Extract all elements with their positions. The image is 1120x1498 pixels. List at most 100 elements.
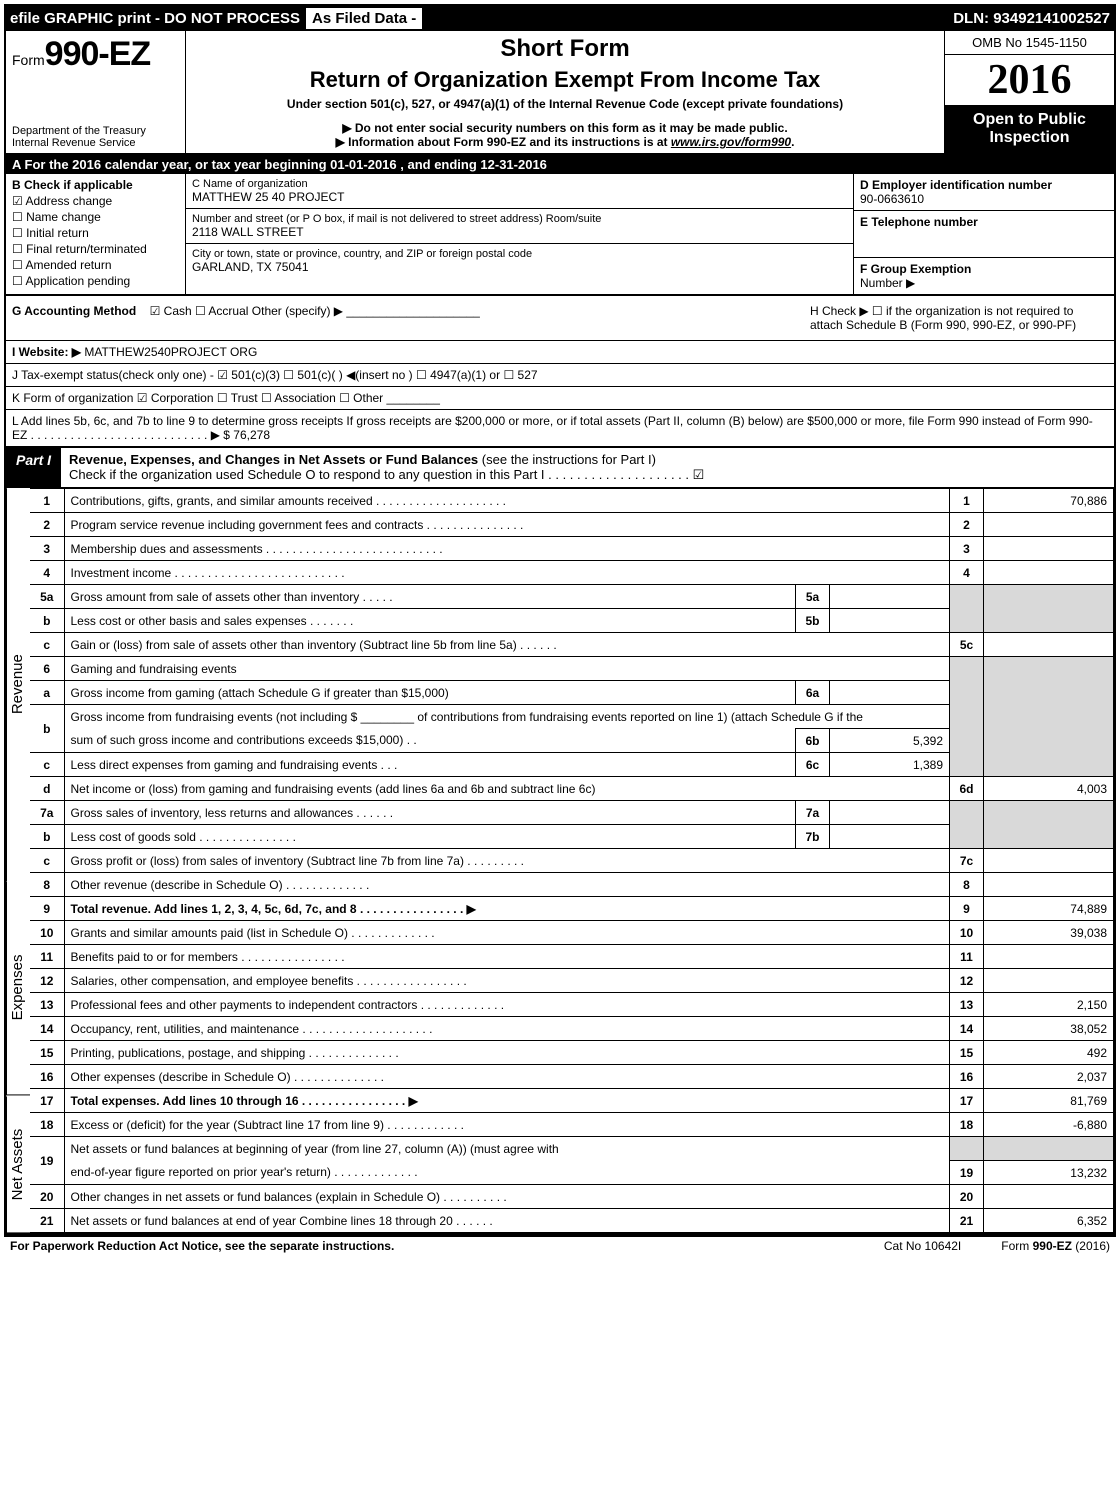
dept-treasury: Department of the Treasury <box>12 125 179 137</box>
org-street-value: 2118 WALL STREET <box>192 225 847 239</box>
org-name-value: MATTHEW 25 40 PROJECT <box>192 190 847 204</box>
bullet-ssn: ▶ Do not enter social security numbers o… <box>194 121 936 135</box>
org-city-label: City or town, state or province, country… <box>192 248 847 260</box>
section-h[interactable]: H Check ▶ ☐ if the organization is not r… <box>804 296 1114 340</box>
chk-name-change[interactable]: Name change <box>12 210 179 224</box>
line-12: 12Salaries, other compensation, and empl… <box>30 969 1114 993</box>
footer-left: For Paperwork Reduction Act Notice, see … <box>10 1239 844 1253</box>
section-f: F Group Exemption Number ▶ <box>854 258 1114 294</box>
vertical-labels: Revenue Expenses Net Assets <box>6 488 30 1233</box>
sections-bcdef: B Check if applicable Address change Nam… <box>6 174 1114 296</box>
vlabel-netassets: Net Assets <box>6 1096 30 1233</box>
bullet-info-post: . <box>791 135 794 149</box>
efile-label: efile GRAPHIC print - DO NOT PROCESS <box>10 10 300 27</box>
header: Form990-EZ Department of the Treasury In… <box>6 31 1114 155</box>
section-l: L Add lines 5b, 6c, and 7b to line 9 to … <box>6 410 1114 446</box>
part-i-header: Part I Revenue, Expenses, and Changes in… <box>6 446 1114 488</box>
section-l-amount: 76,278 <box>233 428 270 442</box>
chk-final-return[interactable]: Final return/terminated <box>12 242 179 256</box>
return-title: Return of Organization Exempt From Incom… <box>194 67 936 93</box>
lines-table-wrap: 1Contributions, gifts, grants, and simil… <box>30 488 1114 1233</box>
omb-number: OMB No 1545-1150 <box>945 31 1114 55</box>
org-city-block: City or town, state or province, country… <box>186 244 853 278</box>
line-11: 11Benefits paid to or for members . . . … <box>30 945 1114 969</box>
part-i-sub: (see the instructions for Part I) <box>482 452 656 467</box>
org-name-block: C Name of organization MATTHEW 25 40 PRO… <box>186 174 853 209</box>
form-prefix: Form <box>12 52 45 68</box>
line-7a: 7aGross sales of inventory, less returns… <box>30 801 1114 825</box>
org-name-label: C Name of organization <box>192 178 847 190</box>
open-public-1: Open to Public <box>949 111 1110 129</box>
section-b-title: B Check if applicable <box>12 178 179 192</box>
section-c: C Name of organization MATTHEW 25 40 PRO… <box>186 174 854 294</box>
ein-label: D Employer identification number <box>860 178 1108 192</box>
line-18: 18Excess or (deficit) for the year (Subt… <box>30 1113 1114 1137</box>
group-exempt-label: F Group Exemption <box>860 262 971 276</box>
line-4: 4Investment income . . . . . . . . . . .… <box>30 561 1114 585</box>
chk-initial-return[interactable]: Initial return <box>12 226 179 240</box>
section-d: D Employer identification number 90-0663… <box>854 174 1114 211</box>
irs-link[interactable]: www.irs.gov/form990 <box>671 135 791 149</box>
line-1: 1Contributions, gifts, grants, and simil… <box>30 489 1114 513</box>
line-5a: 5aGross amount from sale of assets other… <box>30 585 1114 609</box>
section-g: G Accounting Method ☑ Cash ☐ Accrual Oth… <box>6 296 804 340</box>
top-bar: efile GRAPHIC print - DO NOT PROCESS As … <box>6 6 1114 31</box>
ein-value: 90-0663610 <box>860 192 1108 206</box>
part-i-label: Part I <box>6 448 61 487</box>
group-exempt-number: Number ▶ <box>860 276 915 290</box>
line-15: 15Printing, publications, postage, and s… <box>30 1041 1114 1065</box>
org-city-value: GARLAND, TX 75041 <box>192 260 847 274</box>
line-17: 17Total expenses. Add lines 10 through 1… <box>30 1089 1114 1113</box>
website-value: MATTHEW2540PROJECT ORG <box>84 345 257 359</box>
line-8: 8Other revenue (describe in Schedule O) … <box>30 873 1114 897</box>
header-mid: Short Form Return of Organization Exempt… <box>186 31 944 153</box>
line-10: 10Grants and similar amounts paid (list … <box>30 921 1114 945</box>
acct-method-label: G Accounting Method <box>12 304 136 318</box>
line-9: 9Total revenue. Add lines 1, 2, 3, 4, 5c… <box>30 897 1114 921</box>
website-label: I Website: ▶ <box>12 345 81 359</box>
lines-table: 1Contributions, gifts, grants, and simil… <box>30 488 1114 1233</box>
section-b: B Check if applicable Address change Nam… <box>6 174 186 294</box>
section-l-text: L Add lines 5b, 6c, and 7b to line 9 to … <box>12 414 1093 442</box>
bullet-info: ▶ Information about Form 990-EZ and its … <box>194 135 936 149</box>
bullet-info-pre: ▶ Information about Form 990-EZ and its … <box>336 135 671 149</box>
footer-right: Form 990-EZ (2016) <box>1001 1239 1110 1253</box>
line-16: 16Other expenses (describe in Schedule O… <box>30 1065 1114 1089</box>
acct-method-opts[interactable]: ☑ Cash ☐ Accrual Other (specify) ▶ _____… <box>150 304 480 318</box>
sections-gh: G Accounting Method ☑ Cash ☐ Accrual Oth… <box>6 296 1114 341</box>
chk-amended-return[interactable]: Amended return <box>12 258 179 272</box>
form-990ez: 990-EZ <box>45 35 151 73</box>
org-street-block: Number and street (or P O box, if mail i… <box>186 209 853 244</box>
form-number: Form990-EZ <box>12 35 179 74</box>
form-page: efile GRAPHIC print - DO NOT PROCESS As … <box>4 4 1116 1235</box>
under-section: Under section 501(c), 527, or 4947(a)(1)… <box>194 97 936 111</box>
part-i-desc: Revenue, Expenses, and Changes in Net As… <box>61 448 1114 487</box>
open-public-2: Inspection <box>949 129 1110 147</box>
line-2: 2Program service revenue including gover… <box>30 513 1114 537</box>
dept-block: Department of the Treasury Internal Reve… <box>12 125 179 149</box>
tax-year: 2016 <box>945 55 1114 105</box>
section-j[interactable]: J Tax-exempt status(check only one) - ☑ … <box>6 364 1114 387</box>
line-13: 13Professional fees and other payments t… <box>30 993 1114 1017</box>
line-6d: dNet income or (loss) from gaming and fu… <box>30 777 1114 801</box>
line-6: 6Gaming and fundraising events <box>30 657 1114 681</box>
as-filed-label: As Filed Data - <box>306 8 422 29</box>
section-k[interactable]: K Form of organization ☑ Corporation ☐ T… <box>6 387 1114 410</box>
header-right: OMB No 1545-1150 2016 Open to Public Ins… <box>944 31 1114 153</box>
open-public: Open to Public Inspection <box>945 105 1114 153</box>
org-street-label: Number and street (or P O box, if mail i… <box>192 213 847 225</box>
part-i-title: Revenue, Expenses, and Changes in Net As… <box>69 452 478 467</box>
dln-label: DLN: 93492141002527 <box>953 10 1110 27</box>
section-i: I Website: ▶ MATTHEW2540PROJECT ORG <box>6 341 1114 364</box>
line-19-2: end-of-year figure reported on prior yea… <box>30 1161 1114 1185</box>
line-7c: cGross profit or (loss) from sales of in… <box>30 849 1114 873</box>
chk-application-pending[interactable]: Application pending <box>12 274 179 288</box>
footer-mid: Cat No 10642I <box>884 1239 961 1253</box>
vlabel-revenue: Revenue <box>6 488 30 881</box>
vlabel-expenses: Expenses <box>6 881 30 1095</box>
phone-label: E Telephone number <box>860 215 1108 229</box>
dept-irs: Internal Revenue Service <box>12 137 179 149</box>
chk-address-change[interactable]: Address change <box>12 194 179 208</box>
part-i-check[interactable]: Check if the organization used Schedule … <box>69 467 704 482</box>
line-14: 14Occupancy, rent, utilities, and mainte… <box>30 1017 1114 1041</box>
